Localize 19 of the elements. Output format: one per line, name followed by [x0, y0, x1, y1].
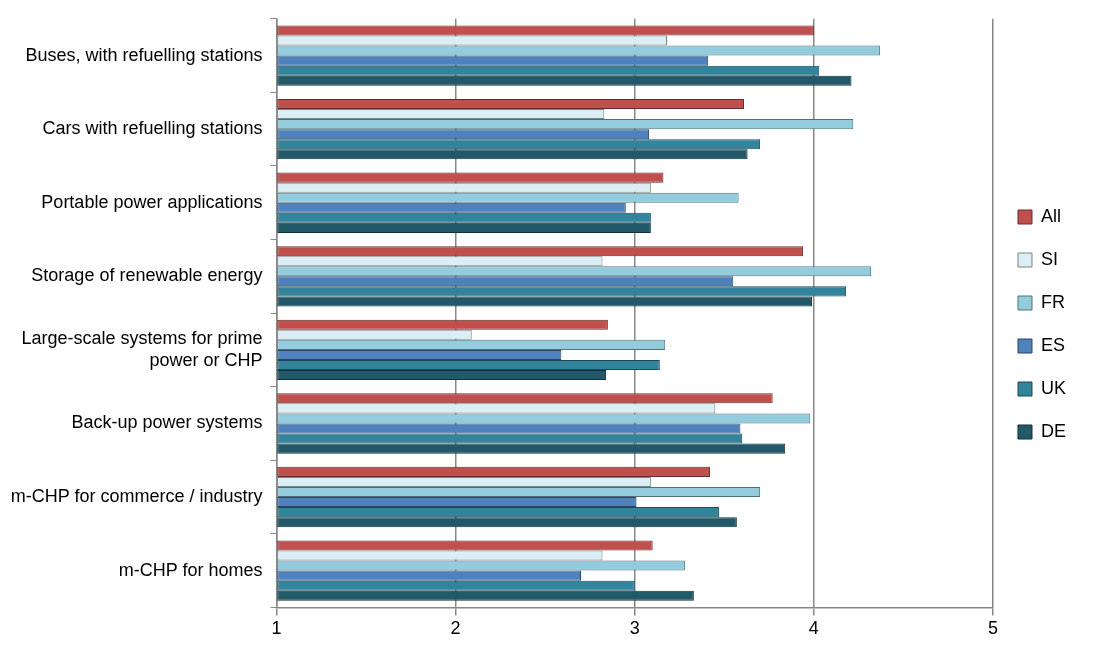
x-tick-label: 1 [271, 618, 282, 639]
legend-label: All [1041, 205, 1062, 226]
legend-label: DE [1041, 420, 1067, 441]
y-tick-label: Buses, with refuelling stations [25, 44, 263, 65]
y-tick-label: Cars with refuelling stations [42, 118, 263, 139]
y-tick-label: Large-scale systems for prime power or CHP [21, 328, 263, 370]
y-tick-label: Storage of renewable energy [31, 265, 263, 286]
y-tick-label: m-CHP for homes [118, 559, 263, 580]
x-tick-label: 5 [987, 618, 998, 639]
legend-label: UK [1041, 377, 1067, 398]
x-tick-label: 3 [629, 618, 640, 639]
x-tick-label: 2 [450, 618, 461, 639]
legend-label: FR [1041, 291, 1065, 312]
legend-label: ES [1041, 334, 1066, 355]
y-tick-label: Portable power applications [41, 191, 263, 212]
legend-label: SI [1041, 248, 1059, 269]
x-tick-label: 4 [808, 618, 819, 639]
y-tick-label: Back-up power systems [71, 412, 263, 433]
y-tick-label: m-CHP for commerce / industry [10, 486, 263, 507]
